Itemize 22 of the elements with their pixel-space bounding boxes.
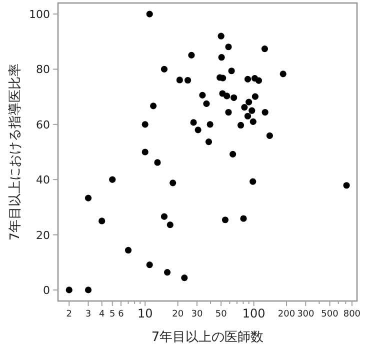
x-tick-label: 500 [321,309,339,320]
x-tick-label: 50 [215,309,228,320]
y-tick-label: 80 [36,63,50,76]
x-tick-label: 300 [297,309,315,320]
x-tick-label: 2 [66,309,72,320]
y-tick-label: 100 [29,8,50,22]
x-axis-title: 7年目以上の医師数 [151,330,264,345]
x-tick-label: 800 [343,309,361,320]
x-tick-label: 30 [191,309,203,320]
x-tick-label: 5 [110,309,116,320]
x-tick-label: 20 [172,309,184,320]
x-tick-label: 4 [98,309,105,320]
y-axis-title: 7年目以上における指導医比率 [7,63,23,241]
y-tick-label: 60 [36,118,50,132]
x-tick-label: 6 [118,309,124,320]
x-tick-label: 3 [85,309,92,320]
y-tick-label: 40 [36,174,50,187]
y-tick-label: 0 [43,284,50,297]
x-tick-label: 100 [242,306,266,320]
y-tick-label: 20 [36,228,50,242]
x-tick-label: 200 [278,309,296,320]
x-tick-label: 10 [137,306,153,320]
